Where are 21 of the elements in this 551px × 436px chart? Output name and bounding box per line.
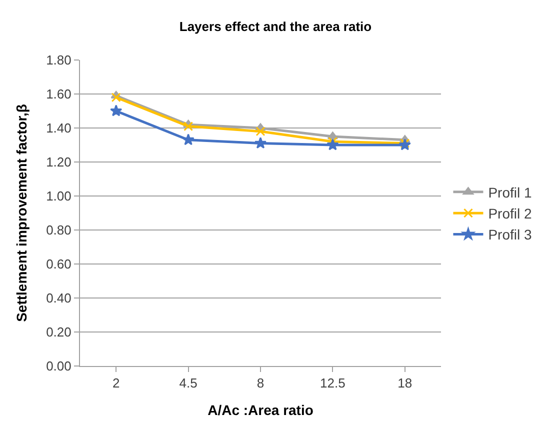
x-tick-label: 4.5 [179,376,198,391]
y-tick-label: 0.00 [46,358,72,374]
y-tick-label: 0.80 [46,222,72,238]
y-tick-label: 1.20 [46,154,72,170]
y-tick-label: 1.00 [46,188,72,204]
chart-title: Layers effect and the area ratio [179,18,372,34]
legend-label: Profil 2 [488,206,532,222]
y-tick-label: 1.80 [46,52,72,68]
y-tick-label: 0.20 [46,324,72,340]
y-tick-label: 1.40 [46,120,72,136]
x-axis-title: A/Ac :Area ratio [208,402,314,418]
legend-label: Profil 1 [488,184,532,200]
legend-label: Profil 3 [488,226,532,243]
y-tick-label: 1.60 [46,86,72,102]
x-tick-label: 2 [112,376,120,391]
x-tick-label: 8 [256,376,264,391]
y-tick-label: 0.40 [46,290,72,306]
x-tick-label: 18 [398,376,412,391]
y-axis-title: Settlement improvement factor,β [14,104,30,322]
y-tick-label: 0.60 [46,256,72,272]
x-tick-label: 12.5 [320,376,346,391]
